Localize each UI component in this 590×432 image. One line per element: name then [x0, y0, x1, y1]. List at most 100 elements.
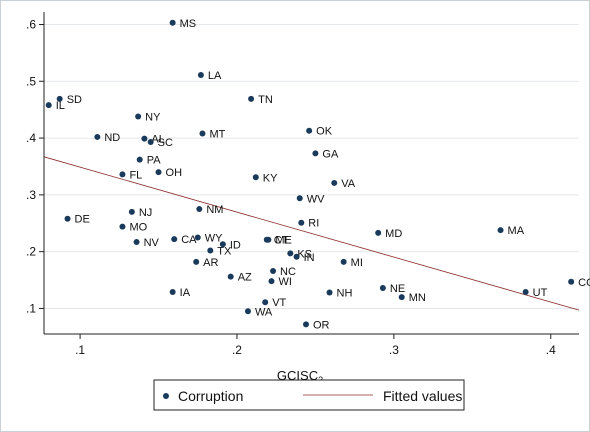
point-label-il: IL [56, 100, 65, 112]
point-label-tn: TN [258, 94, 273, 106]
point-label-in: IN [304, 252, 315, 264]
point-label-nm: NM [206, 204, 223, 216]
point-il [45, 102, 52, 109]
point-label-pa: PA [147, 155, 162, 167]
point-label-wv: WV [307, 193, 325, 205]
y-tick-label: .6 [26, 17, 36, 31]
point-label-nc: NC [280, 266, 296, 278]
point-label-oh: OH [166, 167, 183, 179]
legend-label-corruption: Corruption [178, 388, 243, 404]
point-label-ga: GA [322, 148, 339, 160]
point-label-md: MD [385, 228, 402, 240]
x-tick-label: .1 [75, 343, 85, 357]
point-label-ok: OK [316, 126, 333, 138]
point-label-ny: NY [145, 111, 161, 123]
point-tx [207, 247, 214, 254]
point-label-ar: AR [203, 257, 218, 269]
axes [43, 12, 579, 335]
point-label-sc: SC [158, 137, 173, 149]
x-ticks: .1 .2 .3 .4 [75, 334, 556, 357]
point-label-ma: MA [508, 225, 525, 237]
point-label-ct: CT [274, 235, 289, 247]
point-ar [193, 258, 200, 265]
legend-marker-corruption [163, 393, 169, 399]
point-label-wa: WA [255, 306, 273, 318]
point-label-mt: MT [209, 129, 225, 141]
point-label-ca: CA [181, 234, 197, 246]
point-fl [119, 171, 126, 178]
point-label-vt: VT [272, 297, 286, 309]
point-or [303, 321, 310, 328]
point-ma [497, 227, 504, 234]
point-ms [169, 19, 176, 26]
point-wy [194, 234, 201, 241]
point-label-la: LA [208, 70, 222, 82]
point-pa [136, 156, 143, 163]
y-tick-label: .2 [26, 245, 36, 259]
point-nm [196, 206, 203, 213]
fitted-values-line [43, 156, 580, 311]
point-label-wy: WY [205, 232, 223, 244]
point-label-id: ID [230, 239, 241, 251]
x-tick-label: .4 [546, 343, 556, 357]
fitted-line-layer [43, 156, 580, 311]
point-id [219, 241, 226, 248]
point-sd [56, 95, 63, 102]
point-me [265, 236, 272, 243]
point-nv [133, 239, 140, 245]
y-gridlines [44, 23, 579, 309]
legend: Corruption Fitted values [153, 379, 465, 411]
point-label-de: DE [75, 214, 90, 226]
point-ky [252, 174, 259, 181]
point-co [568, 278, 575, 285]
point-label-fl: FL [129, 169, 142, 181]
point-label-ks: KS [297, 248, 312, 260]
point-al [141, 135, 148, 142]
y-ticks: .1 .2 .3 .4 .5 .6 [26, 17, 44, 315]
point-label-ut: UT [533, 287, 548, 299]
y-tick-label: .4 [26, 131, 36, 145]
point-label-nv: NV [144, 237, 160, 249]
point-de [64, 215, 71, 222]
point-nd [94, 133, 101, 140]
point-label-nh: NH [337, 288, 353, 300]
point-label-or: OR [313, 319, 330, 331]
point-va [331, 179, 338, 186]
point-ok [306, 127, 313, 134]
point-ut [522, 288, 529, 295]
point-mi [340, 258, 347, 265]
point-ga [312, 150, 319, 157]
x-tick-label: .3 [389, 343, 399, 357]
point-label-me: ME [275, 235, 292, 247]
point-nh [326, 289, 333, 296]
point-ks [287, 250, 294, 257]
point-wi [268, 278, 275, 285]
legend-label-fitted: Fitted values [383, 388, 462, 404]
point-label-al: AL [151, 134, 164, 146]
point-label-mn: MN [409, 292, 426, 304]
point-in [293, 253, 300, 260]
point-label-ri: RI [308, 218, 319, 230]
point-label-wi: WI [278, 276, 291, 288]
point-label-az: AZ [238, 272, 252, 284]
point-label-nj: NJ [139, 207, 152, 219]
point-label-va: VA [341, 178, 356, 190]
point-wa [244, 308, 251, 315]
point-nc [270, 267, 277, 274]
point-tn [248, 95, 255, 102]
x-tick-label: .2 [232, 343, 242, 357]
point-nj [128, 208, 135, 215]
point-vt [262, 299, 269, 306]
point-az [227, 273, 234, 280]
point-label-ne: NE [390, 283, 405, 295]
y-tick-label: .5 [26, 74, 36, 88]
point-la [197, 72, 204, 79]
point-label-co: CO [578, 277, 590, 289]
plot-region-background [44, 12, 579, 334]
point-label-ms: MS [180, 18, 197, 30]
point-label-nd: ND [104, 132, 120, 144]
point-mt [199, 130, 206, 137]
point-wv [296, 195, 303, 202]
